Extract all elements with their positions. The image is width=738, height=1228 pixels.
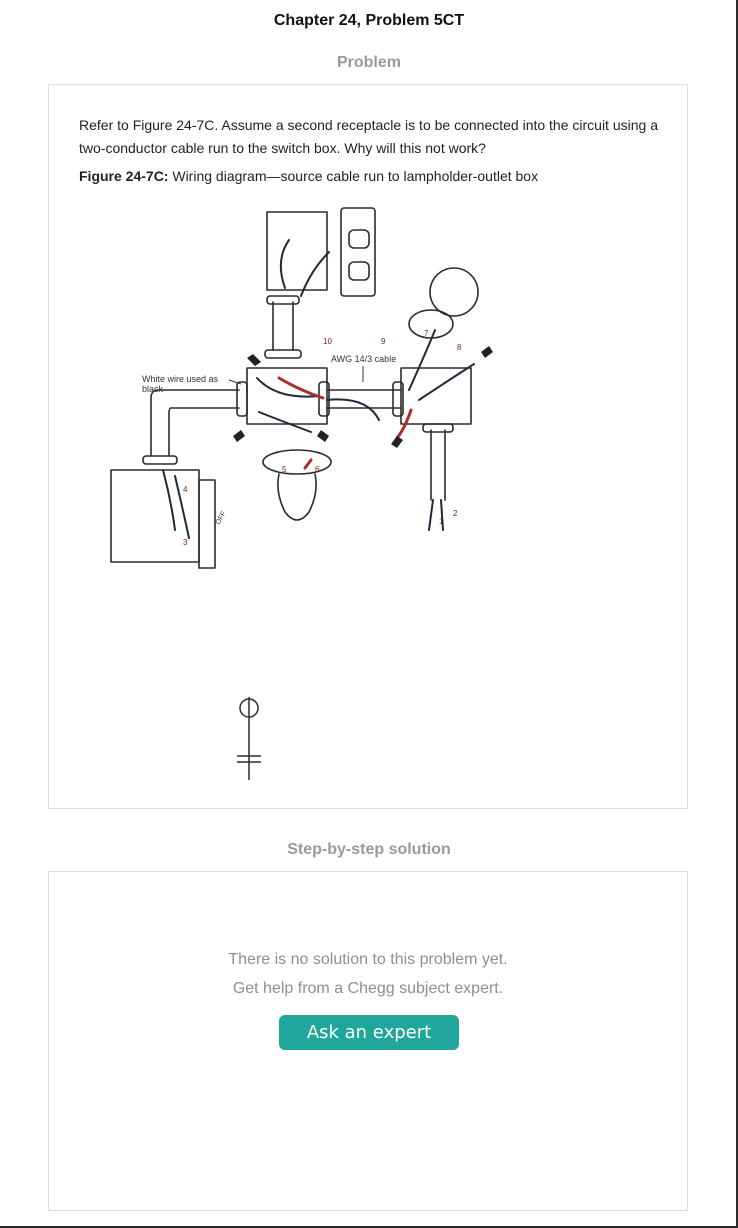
clamp-left-box [236,381,248,417]
switch-box [110,469,200,563]
terminal-1: 1 [439,517,444,526]
terminal-5: 5 [282,465,287,474]
terminal-9: 9 [381,337,386,346]
problem-text: Refer to Figure 24-7C. Assume a second r… [79,117,658,156]
switch-plate [198,479,216,569]
expert-help-text: Get help from a Chegg subject expert. [232,980,504,997]
problem-heading: Problem [336,54,401,71]
terminal-10: 10 [323,337,332,346]
connector-source [422,423,454,433]
lampholder-lower [262,449,332,475]
solution-card: There is no solution to this problem yet… [48,871,688,1211]
page-title: Chapter 24, Problem 5CT [273,12,465,29]
cable-label: AWG 14/3 cable [331,354,396,364]
single-line-diagram [237,697,261,780]
window-edge-right [736,0,738,1228]
terminal-2: 2 [453,509,458,518]
bulb-upper [429,267,479,317]
no-solution-text: There is no solution to this problem yet… [228,951,508,968]
terminal-8: 8 [457,343,462,352]
solution-heading: Step-by-step solution [287,841,451,858]
cable-source [430,429,446,501]
switch-marking: OFF [215,510,228,526]
receptacle-outlet-top [348,229,370,249]
connector-top [266,295,300,305]
receptacle [340,207,376,297]
terminal-7: 7 [424,329,429,338]
device-box [266,211,328,291]
connector-mid [264,349,302,359]
conduit-vertical [272,301,294,351]
figure-caption-text: Wiring diagram—source cable run to lamph… [172,168,539,184]
cable-horizontal [326,389,402,409]
window-edge-bottom [0,1226,738,1228]
problem-card: Refer to Figure 24-7C. Assume a second r… [48,84,688,809]
terminal-3: 3 [183,538,188,547]
cable-clamp-right [392,381,404,417]
white-wire-label-2: black [142,384,164,394]
junction-box-right [400,367,472,425]
bulb-lower [277,473,317,521]
white-wire-label-1: White wire used as [142,374,219,384]
wiring-diagram: White wire used as black AWG 14/3 cable … [110,207,493,780]
receptacle-outlet-bottom [348,261,370,281]
conduit-bend [150,389,240,457]
ask-expert-button[interactable]: Ask an expert [279,1015,459,1050]
clamp-switch-top [142,455,178,465]
terminal-6: 6 [315,465,320,474]
figure-caption: Figure 24-7C: Wiring diagram—source cabl… [79,166,669,186]
terminal-4: 4 [183,485,188,494]
figure-label: Figure 24-7C: [79,168,169,184]
